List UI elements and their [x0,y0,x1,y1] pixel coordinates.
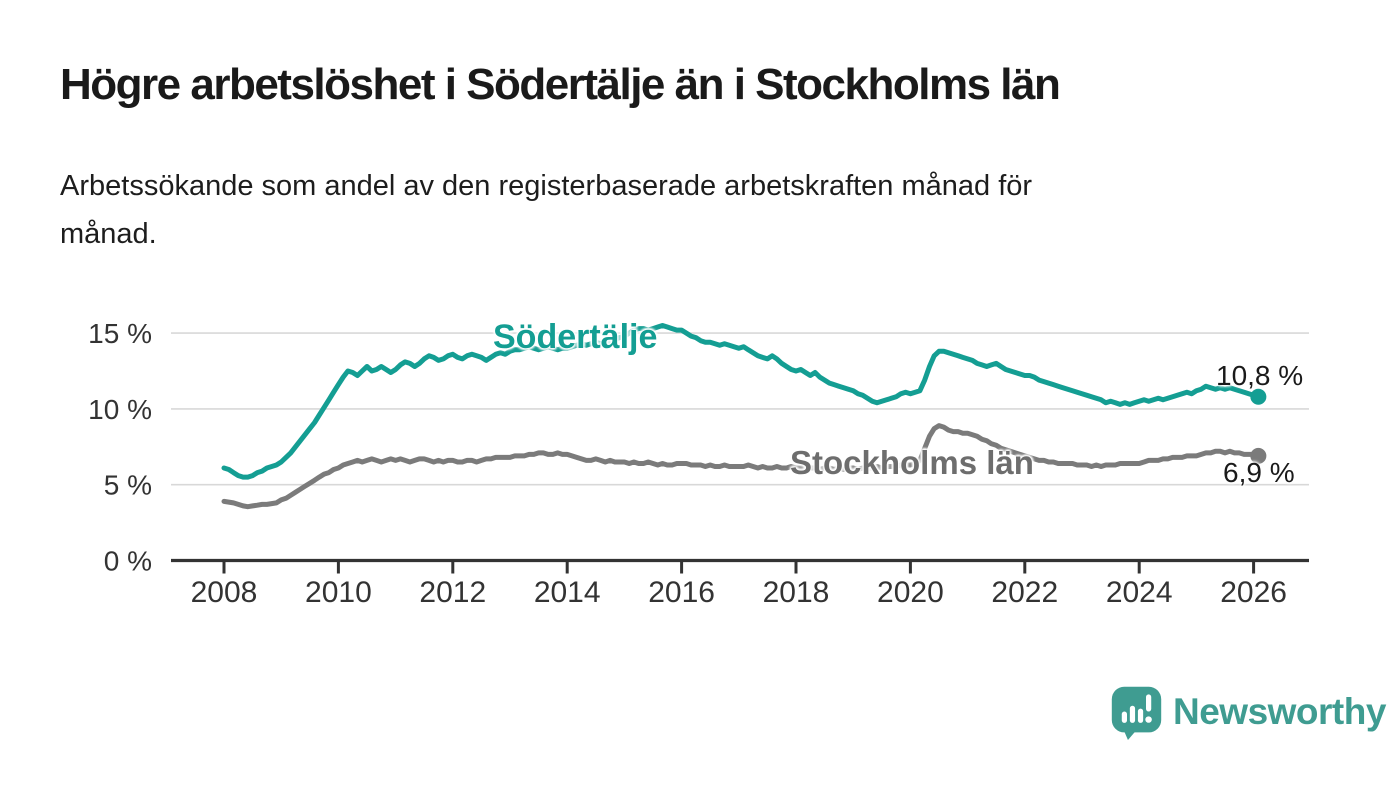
newsworthy-logo: Newsworthy [1108,683,1386,740]
y-tick-label: 10 % [88,394,152,425]
page-subtitle: Arbetssökande som andel av den registerb… [60,170,1033,250]
x-tick-label: 2010 [305,576,372,609]
series-endpoint-stockholm [1250,447,1267,464]
x-tick-label: 2024 [1106,576,1173,609]
series-endpoint-sodertalje [1250,388,1267,405]
end-value-stockholm: 6,9 % [1223,457,1295,488]
series-line-sodertalje [221,323,1261,480]
series-line-stockholm [221,423,1261,510]
x-tick-label: 2018 [763,576,830,609]
newsworthy-logo-icon [1111,686,1162,740]
x-tick-label: 2026 [1220,576,1287,609]
x-tick-label: 2012 [419,576,486,609]
y-tick-label: 0 % [104,546,152,577]
y-tick-label: 15 % [88,318,152,349]
y-tick-label: 5 % [104,470,152,501]
x-tick-label: 2008 [191,576,258,609]
x-tick-label: 2020 [877,576,944,609]
x-tick-label: 2022 [991,576,1058,609]
end-value-sodertalje: 10,8 % [1216,360,1304,391]
newsworthy-logo-text: Newsworthy [1173,690,1386,732]
x-tick-label: 2016 [648,576,715,609]
series-label-sodertalje: Södertälje [493,318,658,356]
page-title: Högre arbetslöshet i Södertälje än i Sto… [60,60,1061,109]
x-tick-label: 2014 [534,576,601,609]
series-label-stockholm: Stockholms län [790,444,1034,481]
